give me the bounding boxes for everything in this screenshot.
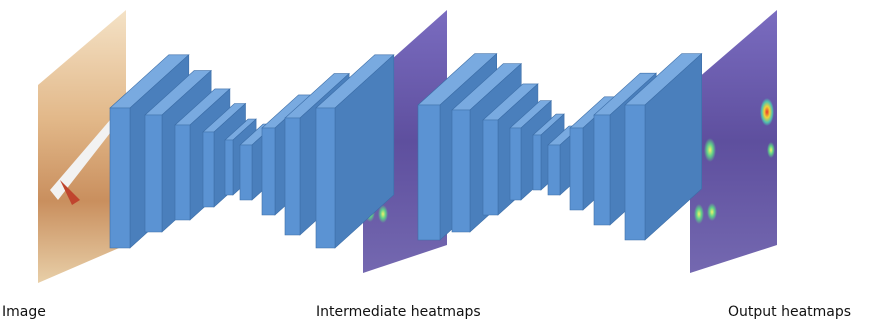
image-label: Image xyxy=(2,304,46,320)
network-diagram: Image Intermediate heatmaps Output heatm… xyxy=(0,0,874,326)
block-face xyxy=(452,110,470,232)
block-face xyxy=(483,120,498,215)
block-face xyxy=(203,132,214,207)
block-face xyxy=(625,105,645,240)
block-face xyxy=(570,128,583,210)
output-label: Output heatmaps xyxy=(728,304,851,320)
block-face xyxy=(240,145,252,200)
block-face xyxy=(316,108,335,248)
block-face xyxy=(533,135,541,190)
block-face xyxy=(225,140,233,195)
block-face xyxy=(285,118,300,235)
output-heatmap-panel xyxy=(690,10,777,273)
block-face xyxy=(262,128,275,215)
block-face xyxy=(510,128,521,200)
block-face xyxy=(548,145,560,195)
block-face xyxy=(175,125,190,220)
block-face xyxy=(418,105,440,240)
block-face xyxy=(110,108,130,248)
block-face xyxy=(145,115,162,232)
block-face xyxy=(594,115,610,225)
intermediate-label: Intermediate heatmaps xyxy=(316,304,481,320)
